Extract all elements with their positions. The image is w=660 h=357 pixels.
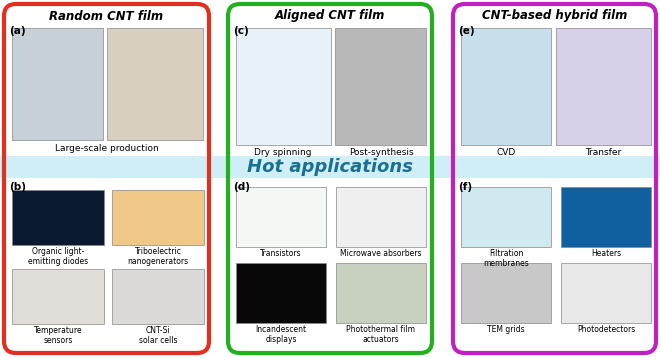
Bar (0, 156, 660, 178)
Text: Photothermal film
actuators: Photothermal film actuators (346, 325, 416, 345)
Bar (461, 28, 551, 145)
Bar (556, 28, 651, 145)
Bar (12, 28, 103, 140)
Text: Filtration
membranes: Filtration membranes (483, 249, 529, 268)
Text: Temperature
sensors: Temperature sensors (34, 326, 82, 346)
Text: (a): (a) (9, 26, 26, 36)
Text: CVD: CVD (496, 148, 515, 157)
Text: CNT-based hybrid film: CNT-based hybrid film (482, 10, 627, 22)
Bar (336, 263, 426, 323)
Bar (461, 263, 551, 323)
Text: Post-synthesis: Post-synthesis (348, 148, 413, 157)
Text: Organic light-
emitting diodes: Organic light- emitting diodes (28, 247, 88, 266)
Text: Dry spinning: Dry spinning (254, 148, 312, 157)
Bar (335, 28, 426, 145)
Text: (f): (f) (458, 182, 472, 192)
Bar (236, 28, 331, 145)
Text: Aligned CNT film: Aligned CNT film (275, 10, 385, 22)
Text: (c): (c) (233, 26, 249, 36)
Bar (561, 187, 651, 247)
Bar (236, 263, 326, 323)
Bar (336, 187, 426, 247)
Bar (112, 190, 204, 245)
Text: Incandescent
displays: Incandescent displays (255, 325, 306, 345)
Text: (b): (b) (9, 182, 26, 192)
Text: Transistors: Transistors (260, 249, 302, 258)
Text: Heaters: Heaters (591, 249, 621, 258)
Bar (107, 28, 203, 140)
Text: Random CNT film: Random CNT film (50, 10, 164, 22)
Text: (e): (e) (458, 26, 475, 36)
Bar (561, 263, 651, 323)
Text: Triboelectric
nanogenerators: Triboelectric nanogenerators (127, 247, 189, 266)
Bar (12, 269, 104, 324)
Bar (112, 269, 204, 324)
Text: Transfer: Transfer (585, 148, 621, 157)
Text: Microwave absorbers: Microwave absorbers (341, 249, 422, 258)
Bar (236, 187, 326, 247)
Text: TEM grids: TEM grids (487, 325, 525, 334)
Text: (d): (d) (233, 182, 250, 192)
Text: CNT-Si
solar cells: CNT-Si solar cells (139, 326, 178, 346)
Bar (461, 187, 551, 247)
Text: Large-scale production: Large-scale production (55, 144, 158, 153)
Bar (12, 190, 104, 245)
Text: Photodetectors: Photodetectors (577, 325, 635, 334)
Text: Hot applications: Hot applications (247, 158, 413, 176)
